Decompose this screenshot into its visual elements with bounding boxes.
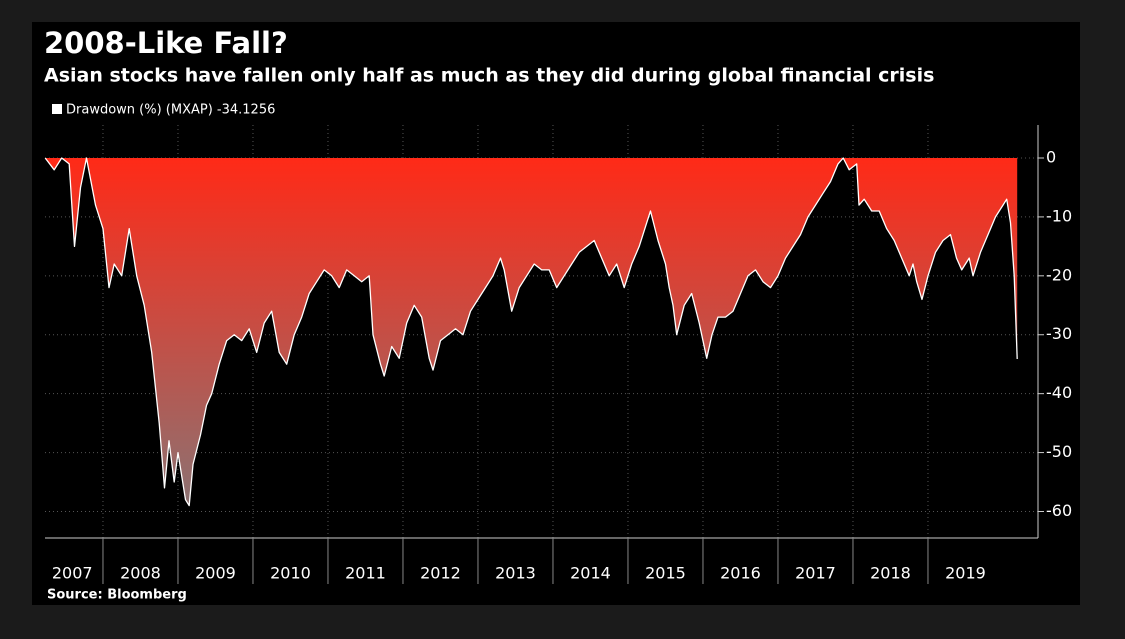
x-tick-label: 2012: [420, 564, 461, 583]
x-tick-label: 2009: [195, 564, 236, 583]
y-tick-label: -50: [1046, 442, 1072, 461]
x-tick-label: 2018: [870, 564, 911, 583]
x-tick-label: 2019: [945, 564, 986, 583]
source: Source: Bloomberg: [47, 588, 187, 603]
legend-label: Drawdown (%) (MXAP) -34.1256: [66, 103, 275, 118]
x-tick-label: 2011: [345, 564, 386, 583]
x-tick-label: 2015: [645, 564, 686, 583]
area: [45, 157, 1018, 506]
x-tick-label: 2016: [720, 564, 761, 583]
line: [44, 157, 1018, 507]
x-tick-label: 2008: [120, 564, 161, 583]
chart-title: 2008-Like Fall?: [44, 26, 288, 60]
x-tick-label: 2017: [795, 564, 836, 583]
y-tick-label: -30: [1046, 324, 1072, 343]
chart-subtitle: Asian stocks have fallen only half as mu…: [44, 65, 934, 87]
y-tick-label: -10: [1046, 206, 1072, 225]
y-tick-label: -40: [1046, 383, 1072, 402]
plot: 0 -10 -20 -30 -40 -50 -60 2007 2008 2009 2010 2011 2…: [44, 125, 1072, 584]
x-tick-label: 2014: [570, 564, 611, 583]
y-tick-label: -20: [1046, 265, 1072, 284]
legend-swatch: [52, 104, 62, 114]
x-tick-label: 2010: [270, 564, 311, 583]
y-tick-label: -60: [1046, 501, 1072, 520]
y-tick-label: 0: [1046, 147, 1056, 166]
x-tick-label: 2013: [495, 564, 536, 583]
x-tick-label: 2007: [52, 564, 93, 583]
